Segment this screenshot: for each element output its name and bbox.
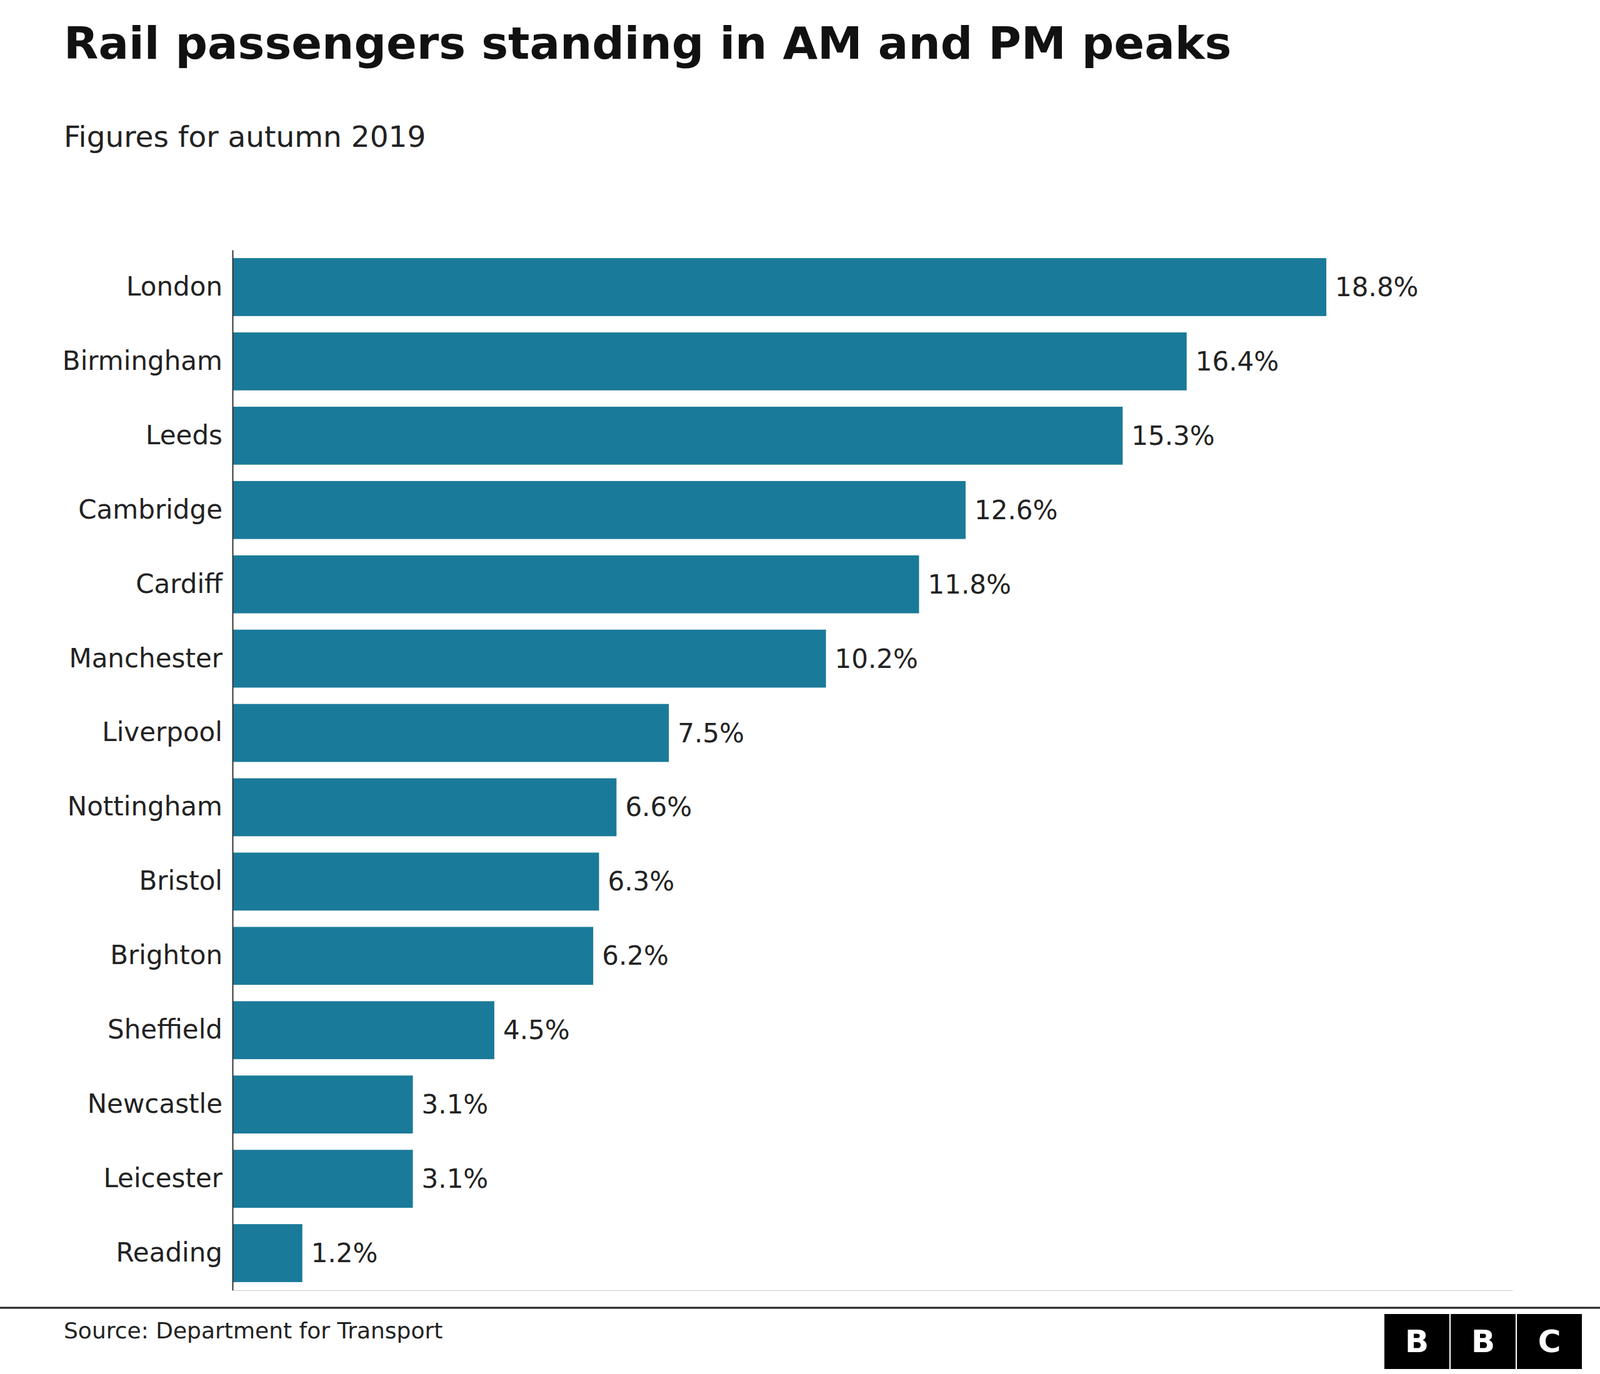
y-tick: Liverpool [101,716,223,748]
logo-letter: B [1405,1323,1429,1360]
y-tick-label: Cardiff [135,568,224,600]
logo: BBC [1383,1313,1583,1370]
y-tick: Sheffield [107,1014,223,1045]
y-tick-label: Leeds [145,420,223,451]
y-axis-line [232,250,234,1292]
y-axis: London Birmingham Leeds Cambridge Cardiff Man… [62,250,234,1292]
bar [232,1150,414,1209]
bar [232,481,966,540]
data-label: 6.2% [601,940,669,972]
y-tick-label: Manchester [68,643,223,674]
data-label: 6.3% [607,866,675,897]
data-label: 1.2% [311,1238,379,1269]
y-tick-label: Leicester [103,1163,223,1194]
y-tick-label: Reading [116,1237,223,1269]
bars [232,258,1327,1283]
y-tick: Leicester [103,1163,223,1194]
y-tick-label: London [126,271,223,302]
data-label: 18.8% [1335,271,1419,303]
y-tick: Bristol [139,865,223,897]
bar [232,555,919,614]
y-tick: Cambridge [78,494,223,525]
y-tick-label: Birmingham [62,345,223,377]
y-tick: Birmingham [62,345,223,377]
y-tick: Brighton [110,940,223,971]
y-tick: Leeds [145,420,223,451]
data-label: 12.6% [974,495,1058,526]
y-tick-label: Cambridge [78,494,223,525]
y-tick-label: Brighton [110,940,223,971]
data-label: 10.2% [835,643,919,675]
y-tick-label: Nottingham [67,791,223,822]
y-tick: Cardiff [135,568,224,600]
bar [232,1224,303,1283]
y-tick: Newcastle [87,1088,223,1120]
footer-rule [0,1307,1600,1310]
data-labels: 18.8% 16.4% 15.3% 12.6% 11.8% 10.2% 7.5% 6.6% 6.… [311,271,1419,1269]
data-label: 7.5% [677,718,745,749]
data-label: 3.1% [421,1163,489,1195]
logo-box [1450,1313,1517,1370]
data-label: 3.1% [421,1089,489,1120]
chart: Rail passengers standing in AM and PM pe… [0,0,1600,1374]
bar [232,1001,495,1060]
y-tick: Reading [116,1237,223,1269]
bar [232,406,1123,465]
y-tick: Nottingham [67,791,223,822]
bar [232,258,1327,317]
logo-letter: B [1471,1323,1495,1360]
y-tick-label: Bristol [139,865,223,897]
data-label: 6.6% [625,791,692,823]
data-label: 4.5% [503,1015,570,1046]
bar [232,926,594,985]
y-tick: London [126,271,223,302]
bar [232,853,599,912]
data-label: 16.4% [1195,346,1279,377]
bar [232,630,827,689]
bar [232,332,1187,391]
plot: 18.8% 16.4% 15.3% 12.6% 11.8% 10.2% 7.5% 6.6% 6.… [62,250,1514,1292]
subtitle: Figures for autumn 2019 [63,119,426,154]
data-label: 11.8% [927,569,1011,600]
data-label: 15.3% [1131,420,1215,452]
y-tick-label: Newcastle [87,1088,223,1120]
x-axis-line [233,1290,1514,1292]
bar [232,704,669,763]
y-tick: Manchester [68,643,223,674]
bar [232,778,617,837]
logo-box [1516,1313,1583,1370]
logo-letter: C [1538,1323,1562,1360]
x-axis [233,1290,1514,1292]
background [0,0,1600,1374]
bar [232,1075,414,1134]
y-tick-label: Liverpool [101,716,223,748]
source: Source: Department for Transport [63,1318,443,1344]
logo-box [1383,1313,1450,1370]
title: Rail passengers standing in AM and PM pe… [63,16,1232,70]
y-tick-label: Sheffield [107,1014,223,1045]
